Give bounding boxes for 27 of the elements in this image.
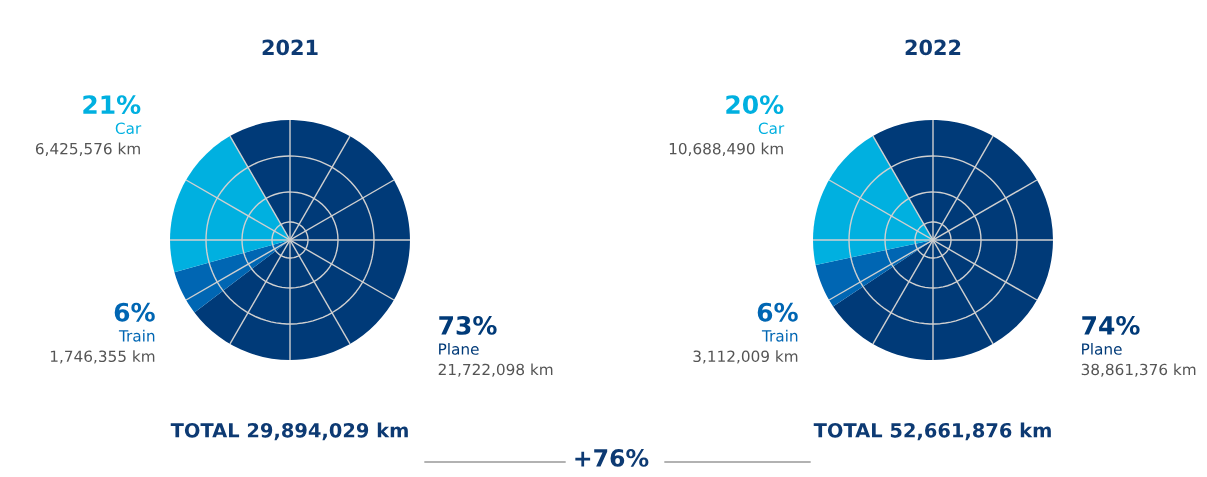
text: +76% — [575, 448, 649, 467]
chart-title: 2022 — [905, 39, 961, 56]
slice-label: Plane — [1082, 343, 1122, 355]
pie-slice — [194, 120, 410, 360]
text: 38,861,376 km — [1081, 363, 1196, 377]
pie-slice — [813, 136, 933, 265]
data-label: 6% — [114, 302, 155, 322]
pie-slice — [170, 136, 290, 273]
text: TOTAL 52,661,876 km — [813, 422, 1051, 441]
pie-slice — [833, 120, 1053, 360]
data-label: 20% — [726, 95, 784, 115]
slice-label: Car — [758, 122, 785, 135]
data-label: 73% — [439, 315, 497, 335]
text: 1,746,355 km — [50, 350, 155, 364]
slice-label: Train — [761, 329, 798, 342]
chart-title: 2021 — [262, 39, 318, 56]
text: 3,112,009 km — [693, 350, 798, 364]
slice-label: Car — [115, 122, 142, 135]
text: TOTAL 29,894,029 km — [170, 422, 408, 441]
text: 6,425,576 km — [35, 142, 140, 156]
data-label: 21% — [83, 95, 141, 115]
data-label: 74% — [1082, 315, 1140, 335]
text: 21,722,098 km — [438, 363, 553, 377]
data-label: 6% — [757, 302, 798, 322]
text: 10,688,490 km — [669, 142, 783, 156]
slice-label: Plane — [439, 343, 479, 355]
slice-label: Train — [118, 329, 155, 342]
